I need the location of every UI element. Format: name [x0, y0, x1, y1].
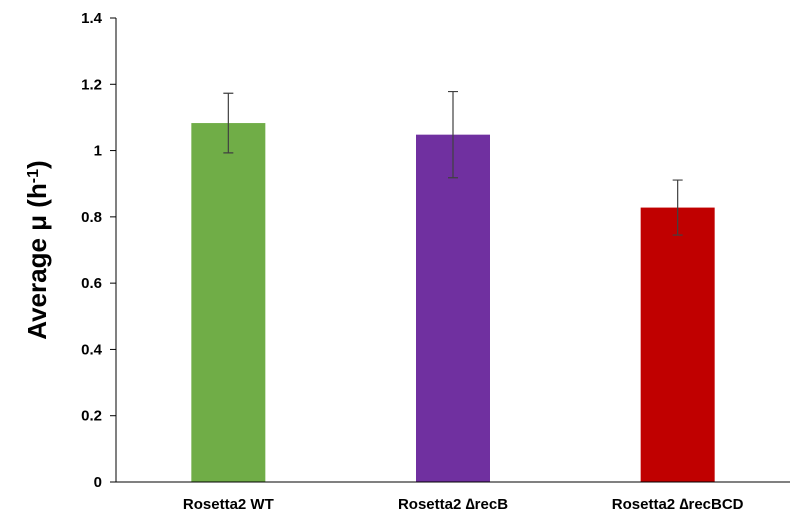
bar	[416, 134, 490, 483]
y-tick-label: 1.2	[81, 76, 102, 93]
y-axis-title: Average μ (h-1)	[22, 160, 52, 339]
x-category-labels: Rosetta2 WT Rosetta2 ∆recB Rosetta2 ∆recBC…	[183, 496, 744, 513]
x-category-label: Rosetta2 ∆recB	[398, 496, 508, 513]
error-bar	[672, 179, 683, 236]
bar	[191, 123, 266, 482]
y-tick-label: 0	[94, 474, 102, 491]
y-tick-label: 0.4	[81, 341, 103, 358]
error-bars-group	[223, 90, 683, 236]
y-tick-label: 0.2	[81, 408, 102, 425]
error-bar	[448, 90, 458, 179]
y-axis-title-superscript: -1	[25, 169, 42, 183]
y-tick-label: 1.4	[81, 10, 103, 27]
y-tick-label: 0.6	[81, 275, 102, 292]
error-bar	[223, 92, 234, 154]
y-tick-label: 0.8	[81, 209, 102, 226]
bars-group	[191, 123, 715, 483]
y-tick-label: 1	[94, 143, 102, 160]
bar	[640, 207, 715, 482]
y-ticks-group: 0 0.2 0.4 0.6 0.8 1 1.2 1.4	[81, 10, 116, 491]
x-category-label: Rosetta2 WT	[183, 496, 274, 513]
y-axis-title-tail: )	[22, 160, 52, 169]
x-category-label: Rosetta2 ∆recBCD	[612, 496, 744, 513]
y-axis-title-main: Average μ (h	[22, 183, 52, 340]
